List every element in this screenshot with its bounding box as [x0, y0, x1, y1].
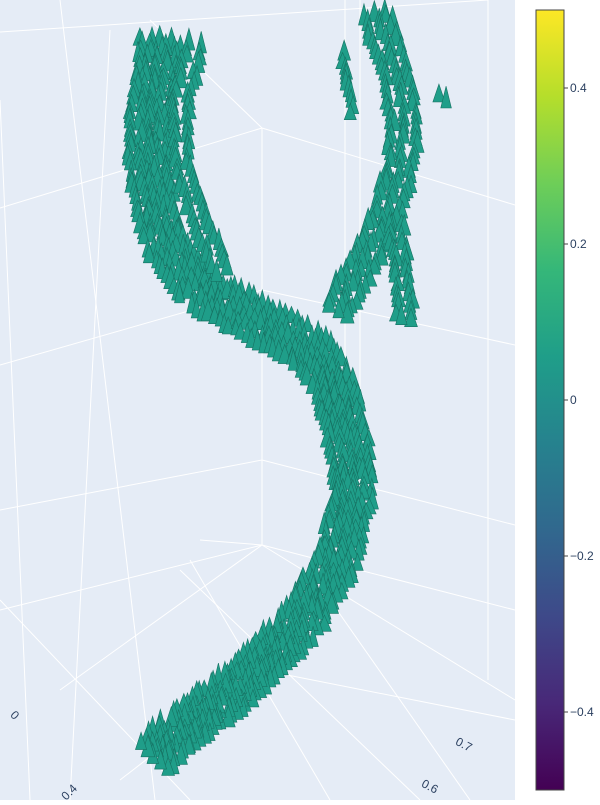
- cone-259: [221, 316, 235, 335]
- cone-505: [351, 552, 364, 571]
- cone-739: [135, 731, 148, 750]
- cone-545: [324, 592, 339, 614]
- colorbar-tick-label: −0.4: [570, 705, 594, 719]
- cone-284: [251, 328, 264, 351]
- colorbar-tick-label: −0.2: [570, 549, 594, 563]
- cone-1009: [404, 307, 418, 327]
- colorbar-tick-label: 0.4: [570, 81, 587, 95]
- cone-179: [142, 242, 156, 264]
- cone-882: [346, 270, 360, 292]
- cone-786: [393, 85, 405, 108]
- cone-954: [178, 195, 194, 216]
- cone-1022: [432, 83, 446, 103]
- cone-975: [220, 253, 234, 276]
- colorbar-gradient: [535, 9, 565, 791]
- cone-1010: [395, 302, 408, 325]
- cone-345: [333, 345, 349, 367]
- cone-series: [121, 0, 452, 776]
- cone-169: [137, 226, 150, 245]
- cone-219: [174, 282, 186, 304]
- colorbar-tick-label: 0: [570, 393, 577, 407]
- colorbar-tick-label: 0.2: [570, 237, 587, 251]
- cone-976: [210, 258, 223, 282]
- cone-1021: [343, 102, 357, 121]
- colorbar-ticks: 0.4 0.2 0 −0.2 −0.4: [564, 81, 594, 719]
- colorbar: 0.4 0.2 0 −0.2 −0.4: [535, 9, 594, 791]
- cone-324: [287, 349, 299, 371]
- cone-897: [332, 297, 345, 319]
- cone-863: [374, 244, 389, 266]
- cone-1023: [440, 86, 452, 109]
- cone-898: [322, 291, 336, 313]
- cone-277: [254, 308, 267, 330]
